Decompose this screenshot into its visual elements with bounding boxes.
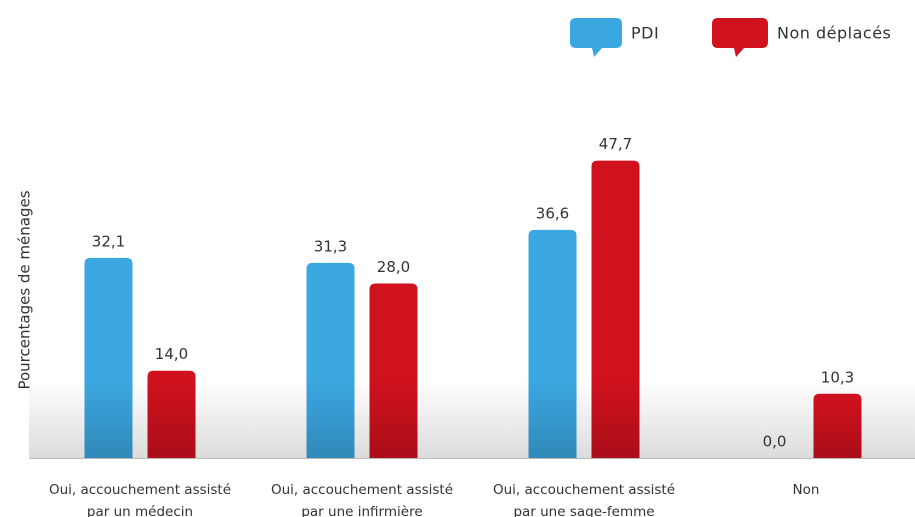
x-tick-label: Oui, accouchement assisté par un médecin: [48, 482, 232, 517]
data-label: 31,3: [314, 237, 347, 255]
x-tick-label: Non: [792, 482, 820, 498]
data-label: 10,3: [821, 368, 854, 386]
bar-shade: [591, 380, 640, 458]
bar-shade: [528, 380, 577, 458]
legend-label: Non déplacés: [777, 24, 891, 43]
data-label: 0,0: [763, 433, 787, 451]
y-axis-label: Pourcentages de ménages: [16, 190, 34, 389]
bar-shade: [306, 380, 355, 458]
x-tick-label: Oui, accouchement assisté par une sage-f…: [492, 482, 676, 517]
data-label: 36,6: [536, 204, 569, 222]
bar-shade: [84, 380, 133, 458]
data-label: 32,1: [92, 232, 125, 250]
data-label: 28,0: [377, 258, 410, 276]
x-tick-label: Oui, accouchement assisté par une infirm…: [270, 482, 454, 517]
bar-shade: [147, 380, 196, 458]
legend-swatch: [570, 18, 622, 57]
data-label: 47,7: [599, 135, 632, 153]
data-label: 14,0: [155, 345, 188, 363]
bar-shade: [369, 380, 418, 458]
legend-label: PDI: [631, 24, 659, 43]
legend-swatch: [712, 18, 768, 57]
bar-shade: [813, 393, 862, 458]
